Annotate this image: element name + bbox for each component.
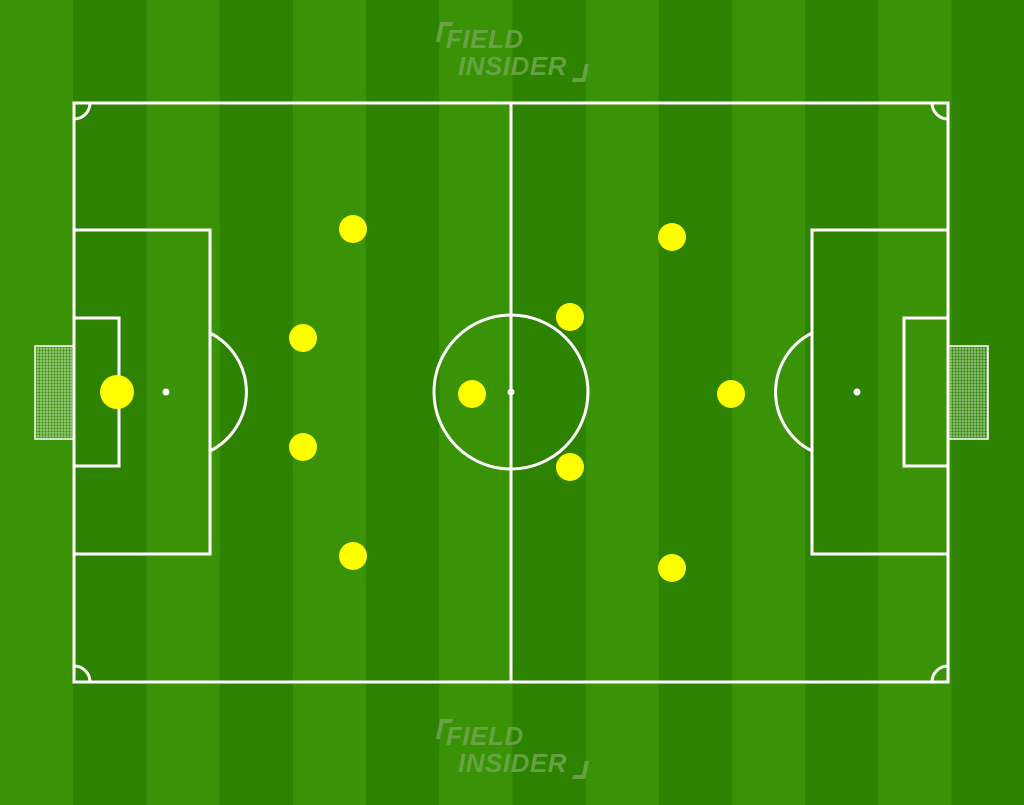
player-marker-right-back [339, 542, 367, 570]
player-marker-left-center-back [289, 324, 317, 352]
player-marker-right-forward [658, 554, 686, 582]
grass-stripe [878, 0, 953, 805]
right-penalty-arc [774, 331, 813, 453]
spots [162, 388, 861, 396]
player-marker-striker [717, 380, 745, 408]
right-goal-net [947, 345, 989, 440]
player-marker-left-forward [658, 223, 686, 251]
logo-bracket-icon [572, 761, 589, 779]
field-insider-logo-bottom: FIELD INSIDER [435, 717, 596, 781]
grass-stripe [732, 0, 806, 805]
corner-arc-top-left [73, 102, 92, 121]
field-insider-logo-top: FIELD INSIDER [435, 20, 596, 84]
grass-stripe [292, 0, 367, 805]
left-goal-net [34, 345, 75, 440]
player-marker-central-midfielder [458, 380, 486, 408]
left-penalty-arc [209, 331, 248, 453]
logo-text-insider: INSIDER [458, 748, 567, 778]
center-circle [432, 313, 590, 471]
corner-arc-bottom-right [930, 664, 949, 683]
grass-stripe [805, 0, 879, 805]
grass-stripe [146, 0, 221, 805]
player-marker-left-back [339, 215, 367, 243]
corner-arc-top-right [930, 102, 949, 121]
goal-frame [947, 345, 989, 440]
logo-bracket-icon [572, 64, 589, 82]
grass-stripe [585, 0, 660, 805]
logo-text-field: FIELD [446, 721, 524, 751]
goal-frame [34, 345, 75, 440]
right-penalty-spot [853, 388, 861, 396]
left-penalty-spot [162, 388, 170, 396]
grass-stripe [512, 0, 587, 805]
player-marker-left-midfielder [556, 303, 584, 331]
logo-text-field: FIELD [446, 24, 524, 54]
logo-text-insider: INSIDER [458, 51, 567, 81]
corner-arc-bottom-left [73, 664, 92, 683]
grass-stripe [366, 0, 440, 805]
player-marker-right-center-back [289, 433, 317, 461]
center-spot [507, 388, 515, 396]
grass-stripe [219, 0, 294, 805]
grass-stripe [0, 0, 74, 805]
player-marker-goalkeeper [100, 375, 134, 409]
player-markers [100, 215, 745, 582]
player-marker-right-midfielder [556, 453, 584, 481]
